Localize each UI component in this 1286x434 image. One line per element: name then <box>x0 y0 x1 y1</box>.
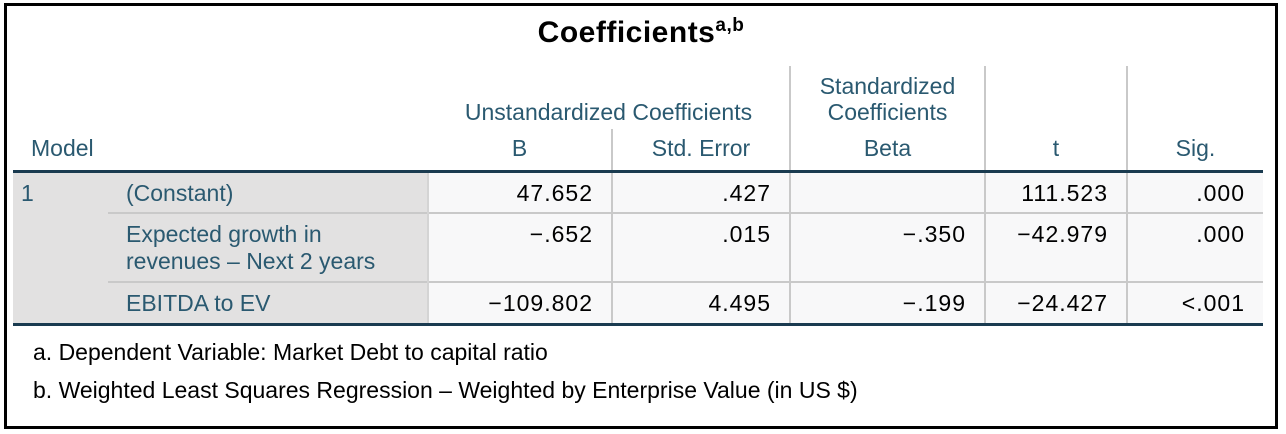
footnote-b: b. Weighted Least Squares Regression – W… <box>33 376 858 403</box>
t-column-header: t <box>985 129 1128 173</box>
sig-column-spacer <box>1127 66 1263 129</box>
cell-sig: <.001 <box>1126 281 1263 326</box>
standardized-coefficients-group-header: Standardized Coefficients <box>789 66 986 129</box>
cell-b: 47.652 <box>427 171 612 213</box>
std-error-column-header: Std. Error <box>611 129 790 173</box>
sig-column-header: Sig. <box>1127 129 1263 173</box>
header-row-columns: B Std. Error Beta t Sig. <box>13 129 1263 173</box>
row-label: (Constant) <box>108 171 428 213</box>
cell-std-error: 4.495 <box>611 281 790 326</box>
cell-t: 111.523 <box>984 171 1127 213</box>
b-column-header: B <box>428 129 612 173</box>
model-number: 1 <box>13 171 108 326</box>
cell-t: −42.979 <box>984 212 1127 282</box>
unstandardized-coefficients-group-header: Unstandardized Coefficients <box>464 99 753 125</box>
cell-beta <box>789 171 985 213</box>
cell-beta: −.350 <box>789 212 985 282</box>
cell-sig: .000 <box>1126 212 1263 282</box>
coefficients-table: Model Unstandardized Coefficients Standa… <box>13 66 1263 326</box>
table-footnotes: a. Dependent Variable: Market Debt to ca… <box>33 339 1275 403</box>
beta-column-header: Beta <box>789 129 986 173</box>
row-label: EBITDA to EV <box>108 281 428 326</box>
outer-frame: Coefficientsa,b Model Unstandardized Coe… <box>4 3 1278 429</box>
t-column-spacer <box>985 66 1128 129</box>
table-row-constant: 1 (Constant) 47.652 .427 111.523 .000 <box>13 171 1263 326</box>
footnote-a: a. Dependent Variable: Market Debt to ca… <box>33 338 548 365</box>
table-row-expected-growth: Expected growth in revenues – Next 2 yea… <box>13 212 1263 282</box>
row-label: Expected growth in revenues – Next 2 yea… <box>108 212 428 282</box>
header-row-groups: Model Unstandardized Coefficients Standa… <box>13 66 1263 173</box>
table-title-superscript: a,b <box>715 15 745 36</box>
cell-beta: −.199 <box>789 281 985 326</box>
table-title: Coefficientsa,b <box>7 14 1275 52</box>
cell-std-error: .427 <box>611 171 790 213</box>
cell-t: −24.427 <box>984 281 1127 326</box>
table-title-text: Coefficients <box>537 16 716 49</box>
table-row-ebitda-to-ev: EBITDA to EV −109.802 4.495 −.199 −24.42… <box>13 281 1263 326</box>
cell-sig: .000 <box>1126 171 1263 213</box>
model-column-header: Model <box>13 66 428 173</box>
cell-b: −109.802 <box>427 281 612 326</box>
cell-std-error: .015 <box>611 212 790 282</box>
cell-b: −.652 <box>427 212 612 282</box>
